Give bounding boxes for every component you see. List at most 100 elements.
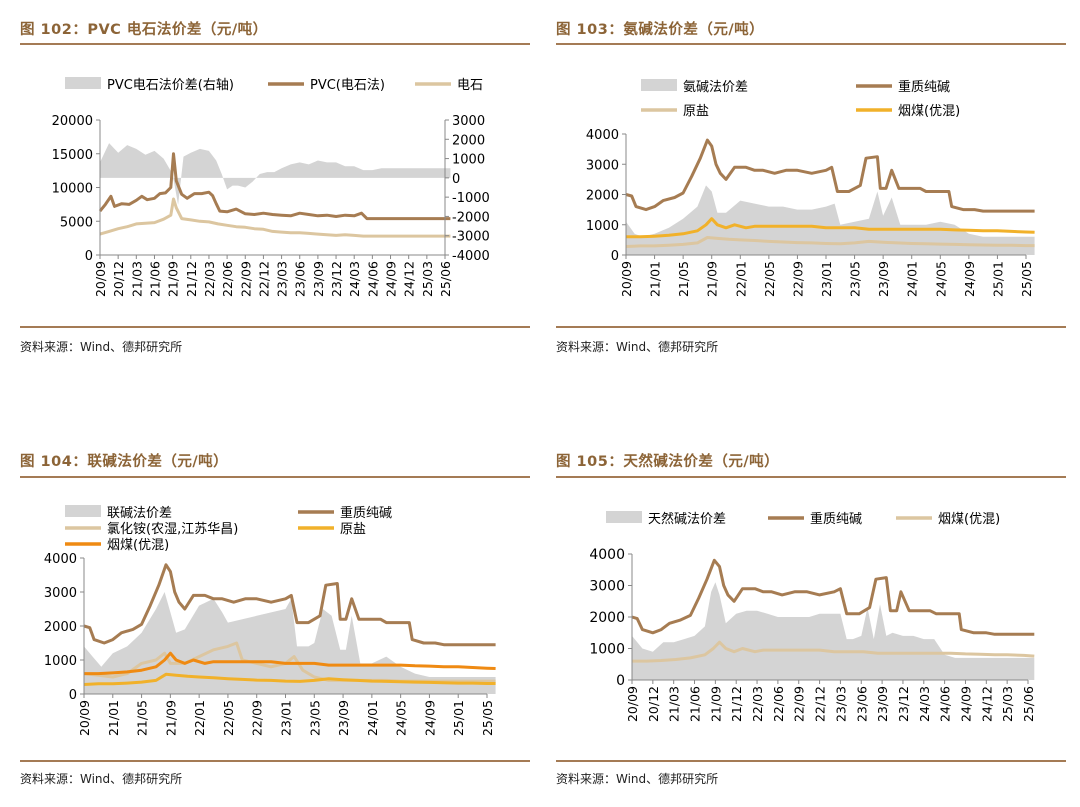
x-tick-label: 24/12 (402, 261, 417, 297)
legend-label: 重质纯碱 (810, 511, 862, 527)
x-tick-label: 25/06 (438, 261, 453, 297)
legend-swatch-area (65, 505, 101, 517)
legend-label: 烟煤(优混) (938, 512, 1000, 527)
legend-swatch-area (65, 77, 101, 89)
y-tick-label: 1000 (586, 219, 619, 234)
y-tick-label: 2000 (589, 610, 625, 626)
x-tick-label: 22/01 (733, 261, 748, 297)
x-tick-label: 24/03 (347, 261, 362, 297)
x-tick-label: 23/06 (293, 261, 308, 297)
x-tick-label: 25/06 (1021, 686, 1036, 722)
chart-title: 图 103：氨碱法价差（元/吨） (556, 22, 765, 38)
source-note: 资料来源：Wind、德邦研究所 (20, 340, 183, 354)
x-tick-label: 22/05 (762, 261, 777, 297)
series-line-fig104 (84, 651, 496, 676)
y-tick-label: 4000 (586, 128, 619, 143)
series-line-fig103 (626, 217, 1035, 239)
x-tick-label: 21/01 (106, 700, 121, 736)
x-tick-label: 24/09 (384, 261, 399, 297)
y-tick-label: 15000 (52, 148, 93, 163)
x-tick-label: 25/05 (480, 700, 495, 736)
y-tick-label: 1000 (44, 654, 77, 669)
x-tick-label: 23/03 (833, 686, 848, 722)
x-tick-label: 20/12 (646, 686, 661, 722)
x-tick-label: 22/05 (221, 700, 236, 736)
chart-title: 图 102：PVC 电石法价差（元/吨） (20, 22, 268, 38)
y-tick-label: 0 (616, 673, 625, 689)
title-rule (20, 43, 530, 45)
chart-fig102: 05000100001500020000-4000-3000-2000-1000… (52, 77, 490, 297)
bottom-rule (556, 760, 1066, 762)
source-note: 资料来源：Wind、德邦研究所 (20, 772, 183, 786)
x-tick-label: 21/09 (708, 686, 723, 722)
y-right-tick-label: -2000 (452, 210, 490, 225)
legend-swatch-area (606, 511, 642, 523)
x-tick-label: 21/03 (129, 261, 144, 297)
y-tick-label: 10000 (52, 182, 93, 197)
x-tick-label: 22/12 (813, 686, 828, 722)
series-line-fig104 (83, 672, 496, 686)
x-tick-label: 22/06 (220, 261, 235, 297)
x-tick-label: 21/06 (147, 261, 162, 297)
x-tick-label: 21/05 (135, 700, 150, 736)
chart-fig105: 0 1000 2000 3000 4000 20/09 20/12 21/03 21/06 21/… (589, 511, 1036, 722)
title-rule (556, 43, 1066, 45)
bottom-rule (20, 326, 530, 328)
y-tick-label: 5000 (60, 215, 93, 230)
chart-fig104: 0 1000 2000 3000 4000 20/09 21/01 21/05 21/09 22/… (44, 505, 496, 736)
legend-label: 电石 (457, 78, 483, 93)
legend-label: PVC(电石法) (310, 78, 385, 93)
x-tick-label: 24/01 (365, 700, 380, 736)
y-right-tick-label: 3000 (452, 114, 485, 129)
x-tick-label: 24/05 (933, 261, 948, 297)
x-tick-label: 20/09 (77, 700, 92, 736)
y-right-tick-label: 0 (452, 172, 460, 187)
x-tick-label: 22/03 (202, 261, 217, 297)
x-tick-label: 21/05 (676, 261, 691, 297)
y-tick-label: 3000 (586, 158, 619, 173)
x-tick-label: 23/03 (275, 261, 290, 297)
y-right-tick-label: -4000 (452, 249, 490, 264)
bottom-rule (556, 326, 1066, 328)
x-tick-label: 23/12 (329, 261, 344, 297)
x-tick-label: 21/06 (688, 686, 703, 722)
series-area-fig105 (632, 582, 1035, 680)
x-tick-label: 24/05 (394, 700, 409, 736)
legend-label: 重质纯碱 (898, 79, 950, 95)
y-tick-label: 4000 (44, 552, 77, 567)
chart-title: 图 105：天然碱法价差（元/吨） (556, 454, 780, 470)
x-tick-label: 24/12 (979, 686, 994, 722)
x-tick-label: 21/09 (163, 700, 178, 736)
x-tick-label: 22/01 (192, 700, 207, 736)
legend-label: 原盐 (683, 104, 709, 119)
x-tick-label: 24/01 (905, 261, 920, 297)
x-tick-label: 24/06 (365, 261, 380, 297)
series-line-fig103 (625, 236, 1035, 248)
x-tick-label: 23/09 (311, 261, 326, 297)
x-tick-label: 23/12 (896, 686, 911, 722)
bottom-rule (20, 760, 530, 762)
x-tick-label: 20/09 (93, 261, 108, 297)
x-tick-label: 24/09 (422, 700, 437, 736)
legend-swatch-area (641, 79, 677, 91)
x-tick-label: 22/09 (792, 686, 807, 722)
x-tick-label: 21/03 (667, 686, 682, 722)
series-area-fig104 (84, 592, 496, 694)
series-area-fig102 (100, 143, 451, 205)
x-tick-label: 21/09 (705, 261, 720, 297)
x-tick-label: 23/05 (848, 261, 863, 297)
x-tick-label: 20/12 (111, 261, 126, 297)
legend-label: 烟煤(优混) (107, 538, 169, 553)
y-tick-label: 0 (85, 249, 93, 264)
y-right-tick-label: 2000 (452, 133, 485, 148)
x-tick-label: 22/09 (250, 700, 265, 736)
series-line-fig105 (632, 640, 1035, 663)
y-right-tick-label: -1000 (452, 191, 490, 206)
series-line-fig102 (98, 152, 451, 221)
y-tick-label: 1000 (589, 642, 625, 658)
x-tick-label: 22/06 (771, 686, 786, 722)
x-tick-label: 21/12 (729, 686, 744, 722)
x-tick-label: 23/09 (875, 686, 890, 722)
x-tick-label: 23/09 (336, 700, 351, 736)
x-tick-label: 20/09 (619, 261, 634, 297)
